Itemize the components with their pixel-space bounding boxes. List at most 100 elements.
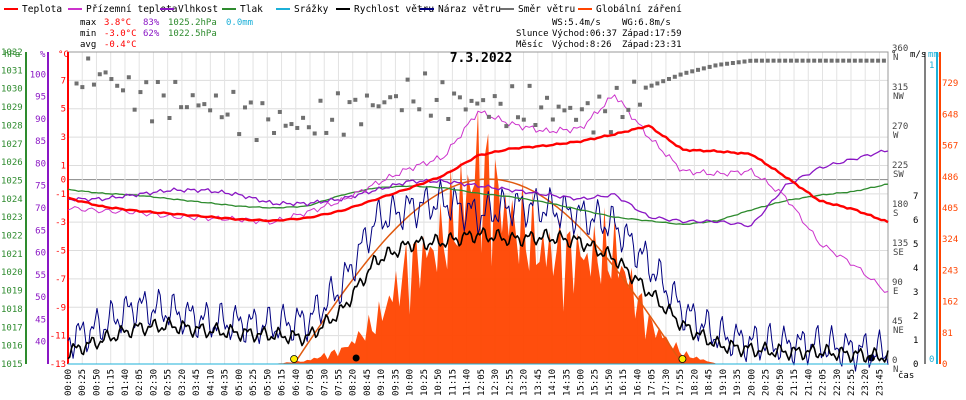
x-tick-label: 11:15 [448, 369, 458, 396]
wind-direction-dot [353, 97, 358, 102]
wind-direction-dot [167, 115, 172, 120]
wind-direction-dot [324, 130, 329, 135]
x-tick-label: 17:55 [676, 369, 686, 396]
x-tick-label: 05:50 [263, 369, 273, 396]
compass-label: S [893, 209, 898, 219]
pressure-tick-label: 1019 [1, 287, 23, 297]
pressure-tick-label: 1021 [1, 250, 23, 260]
wind-direction-dot [829, 58, 834, 63]
wind-direction-dot [858, 58, 863, 63]
x-tick-label: 21:40 [804, 369, 814, 396]
wind-axis-unit: m/s [910, 50, 926, 60]
series-line-7 [67, 183, 889, 226]
x-tick-label: 06:40 [292, 369, 302, 396]
pressure-tick-label: 1025 [1, 176, 23, 186]
wind-direction-dot [626, 107, 631, 112]
wind-tick-label: 5 [913, 240, 918, 250]
x-tick-label: 08:45 [363, 369, 373, 396]
compass-label: SW [893, 170, 904, 180]
radiation-tick-label: 648 [942, 110, 958, 120]
wind-direction-dot [847, 58, 852, 63]
series-line-5 [67, 227, 889, 363]
wind-direction-dot [666, 76, 671, 81]
wind-direction-dot [597, 94, 602, 99]
direction-tick-label: 90 [892, 278, 903, 288]
x-tick-label: 22:05 [819, 369, 829, 396]
radiation-tick-label: 0 [942, 360, 947, 370]
sun-rise: Východ:06:37 [552, 29, 617, 39]
direction-tick-label: 135 [892, 239, 908, 249]
wind-direction-dot [359, 122, 364, 127]
moon-label: Měsíc [516, 40, 543, 50]
x-axis: 00:00 00:25 00:50 01:15 01:40 02:05 02:30 02:55… [64, 369, 885, 396]
wind-direction-dot [783, 58, 788, 63]
wind-direction-dot [632, 79, 637, 84]
temperature-tick-label: -9 [55, 303, 66, 313]
x-tick-label: 22:30 [833, 369, 843, 396]
sun-set: Západ:17:59 [622, 29, 682, 39]
wind-direction-dot [237, 132, 242, 137]
x-tick-label: 22:55 [847, 369, 857, 396]
wind-direction-dot [428, 113, 433, 118]
wind-direction-dot [179, 105, 184, 110]
wind-direction-dot [382, 100, 387, 105]
pressure-tick-label: 1018 [1, 305, 23, 315]
x-tick-label: 13:20 [520, 369, 530, 396]
wind-direction-dot [138, 90, 143, 95]
wind-direction-dot [86, 56, 91, 61]
radiation-tick-label: 243 [942, 266, 958, 276]
wind-direction-dot [405, 77, 410, 82]
moon-rise: Východ:8:26 [552, 40, 612, 50]
x-tick-label: 19:10 [719, 369, 729, 396]
wind-direction-dot [457, 95, 462, 100]
stat-min-hum: 62% [143, 29, 160, 39]
pressure-tick-label: 1031 [1, 66, 23, 76]
wind-direction-dot [173, 79, 178, 84]
wind-direction-dot [330, 117, 335, 122]
temperature-tick-label: -1 [55, 190, 66, 200]
radiation-tick-label: 729 [942, 79, 958, 89]
wind-direction-dot [272, 130, 277, 135]
direction-tick-label: 180 [892, 200, 908, 210]
wind-direction-dot [260, 101, 265, 106]
wind-direction-dot [109, 77, 114, 82]
legend-label: Přízemní teplota [86, 4, 178, 15]
wind-direction-dot [742, 59, 747, 64]
temperature-tick-label: -5 [55, 247, 66, 257]
wind-direction-dot [608, 130, 613, 135]
x-tick-label: 06:15 [278, 369, 288, 396]
compass-label: NE [893, 326, 904, 336]
wind-direction-dot [347, 100, 352, 105]
x-tick-label: 23:45 [875, 369, 885, 396]
wind-direction-dot [527, 83, 532, 88]
wind-tick-label: 7 [913, 192, 918, 202]
compass-label: N [893, 53, 898, 63]
wind-direction-dot [318, 98, 323, 103]
humidity-tick-label: 75 [35, 182, 46, 192]
x-tick-label: 10:25 [420, 369, 430, 396]
wind-direction-dot [266, 117, 271, 122]
x-tick-label: 03:45 [192, 369, 202, 396]
x-tick-label: 02:55 [164, 369, 174, 396]
sunrise-marker [290, 355, 298, 363]
humidity-tick-label: 60 [35, 249, 46, 259]
wind-direction-dot [864, 58, 869, 63]
wind-direction-dot [533, 123, 538, 128]
compass-label: W [893, 131, 899, 141]
x-tick-label: 10:50 [434, 369, 444, 396]
wind-direction-dot [788, 58, 793, 63]
wind-direction-dot [306, 125, 311, 130]
wind-direction-dot [481, 98, 486, 103]
wind-direction-dot [614, 85, 619, 90]
radiation-tick-label: 405 [942, 204, 958, 214]
wind-direction-dot [248, 100, 253, 105]
rain-axis-unit: mm [928, 50, 939, 60]
wind-direction-dot [423, 71, 428, 76]
humidity-tick-label: 100 [30, 70, 46, 80]
humidity-tick-label: 95 [35, 93, 46, 103]
wind-direction-dot [661, 79, 666, 84]
temperature-tick-label: -3 [55, 218, 66, 228]
wind-direction-dot [399, 108, 404, 113]
temperature-tick-label: 5 [61, 105, 66, 115]
wind-direction-dot [74, 81, 79, 86]
